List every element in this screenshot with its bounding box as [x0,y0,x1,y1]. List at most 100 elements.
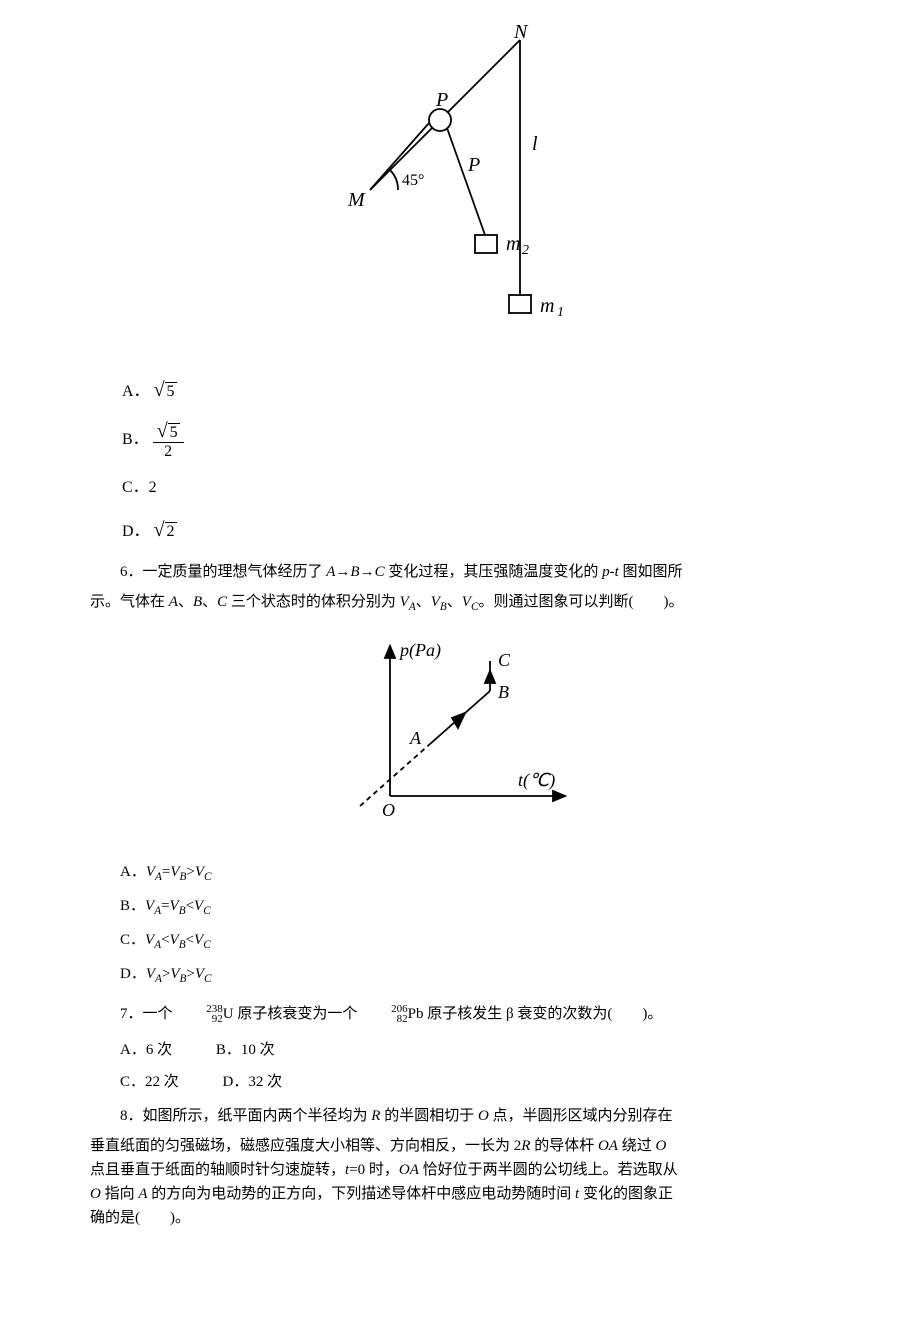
q8-t8: =0 时， [349,1162,399,1178]
label-l: l [532,133,538,155]
q8-t10: 指向 [101,1186,139,1202]
q5-A-label: A． [122,383,150,400]
label-angle: 45° [402,172,424,189]
q6-VB: V [431,594,440,610]
q5-B-num: 5 [168,423,180,441]
figure-1: N l P P M m 2 m 1 45° [90,20,830,348]
q8-l5: 确的是( )。 [90,1206,830,1230]
q7-stem: 7．一个 23892U 原子核衰变为一个 20682Pb 原子核发生 β 衰变的… [90,1002,830,1026]
q7-oD: D．32 次 [223,1070,283,1094]
q6-xlabel: t(℃) [518,770,555,791]
q6-VA: V [400,594,409,610]
q6-gt1: > [186,864,194,880]
q6-A: A [169,594,178,610]
q6-stem: 6．一定质量的理想气体经历了 A→B→C 变化过程，其压强随温度变化的 p-t … [90,560,830,584]
figure-1-svg: N l P P M m 2 m 1 45° [310,20,610,340]
q5-A-val: 5 [165,382,177,400]
q8-t4: 垂直纸面的匀强磁场，磁感应强度大小相等、方向相反，一长为 2 [90,1138,521,1154]
q6-oB: B． [120,898,145,914]
q6-pt: p-t [602,564,619,580]
q6-t3: 图如图所 [619,564,683,580]
q6-oD: D． [120,966,146,982]
q6-option-C: C．VA<VB<VC [90,928,830,954]
q6-lt1: < [186,898,194,914]
label-P: P [467,154,480,176]
q7-UZ: 92 [176,1015,223,1025]
q8-t1: 8．如图所示，纸平面内两个半径均为 [120,1108,371,1124]
q7-PbZ: 82 [361,1015,408,1025]
q7-t3: 原子核发生 β 衰变的次数为( )。 [423,1006,662,1022]
q6-t5: 三个状态时的体积分别为 [227,594,400,610]
q8-t12: 变化的图象正 [579,1186,673,1202]
q5-option-A: A． √5 [122,374,830,406]
q6-chart-svg: p(Pa) t(℃) C B A O [330,636,590,826]
label-m1: m [540,295,554,317]
label-M: M [347,189,366,211]
q6-VC: V [462,594,471,610]
q8-t5: 的导体杆 [530,1138,598,1154]
q6-Blab: B [498,682,509,702]
q7-t1: 7．一个 [120,1006,176,1022]
q8-l4: O 指向 A 的方向为电动势的正方向，下列描述导体杆中感应电动势随时间 t 变化… [90,1182,830,1206]
q6-Clab: C [498,650,511,670]
q5-D-label: D． [122,523,150,540]
q5-B-label: B． [122,431,149,448]
q6-C: C [217,594,227,610]
q6-chart: p(Pa) t(℃) C B A O [90,636,830,834]
q5-option-D: D． √2 [122,514,830,546]
label-m2: m [506,233,520,255]
q5-option-C: C．2 [122,475,830,501]
q7-oC: C．22 次 [120,1070,179,1094]
q8-O: O [478,1108,489,1124]
label-Pul: P [435,89,448,111]
q7-options-2: C．22 次 D．32 次 [90,1070,830,1094]
q8-t11: 的方向为电动势的正方向，下列描述导体杆中感应电动势随时间 [148,1186,576,1202]
q6-ylabel: p(Pa) [398,640,441,661]
q5-D-val: 2 [165,522,177,540]
q8-t9: 恰好位于两半圆的公切线上。若选取从 [419,1162,678,1178]
q8-l3: 点且垂直于纸面的轴顺时针匀速旋转，t=0 时，OA 恰好位于两半圆的公切线上。若… [90,1158,830,1182]
q5-option-B: B． √5 2 [122,420,830,461]
q6-oA: A． [120,864,146,880]
q7-U: U [223,1006,234,1022]
q6-option-A: A．VA=VB>VC [90,860,830,886]
q6-Alab: A [409,728,422,748]
q6-d1: 、 [178,594,193,610]
q6-B: B [193,594,202,610]
q8-l1: 8．如图所示，纸平面内两个半径均为 R 的半圆相切于 O 点，半圆形区域内分别存… [90,1104,830,1128]
q6-oC: C． [120,932,145,948]
q8-OA2: OA [399,1162,419,1178]
q6-lt2: < [161,932,169,948]
q6-t4: 示。气体在 [90,594,169,610]
q8-t3: 点，半圆形区域内分别存在 [489,1108,673,1124]
q6-option-B: B．VA=VB<VC [90,894,830,920]
label-m1sub: 1 [557,305,564,320]
q6-VBi: B [440,601,447,613]
label-m2sub: 2 [522,243,529,258]
q7-options-1: A．6 次 B．10 次 [90,1038,830,1062]
q7-oB: B．10 次 [216,1038,275,1062]
q8-l2: 垂直纸面的匀强磁场，磁感应强度大小相等、方向相反，一长为 2R 的导体杆 OA … [90,1134,830,1158]
q6-d2: 、 [202,594,217,610]
q8-O2a: O [655,1138,666,1154]
q7-oA: A．6 次 [120,1038,172,1062]
q5-B-den: 2 [153,443,184,461]
q7-t2: 原子核衰变为一个 [234,1006,362,1022]
q5-C-label: C．2 [122,479,157,496]
q7-Pb: Pb [408,1006,424,1022]
q6-option-D: D．VA>VB>VC [90,962,830,988]
q8-t6: 绕过 [618,1138,656,1154]
q6-gt3: > [186,966,194,982]
q6-eq2: = [161,898,169,914]
q6-t6: 。则通过图象可以判断( )。 [478,594,683,610]
q6-seq: A→B→C [326,564,384,580]
q6-VAi: A [409,601,416,613]
q8-A: A [138,1186,147,1202]
q8-t13: 确的是( )。 [90,1210,190,1226]
q8-t7: 点且垂直于纸面的轴顺时针匀速旋转， [90,1162,345,1178]
label-N: N [513,21,529,43]
q8-t2: 的半圆相切于 [380,1108,478,1124]
q6-stem2: 示。气体在 A、B、C 三个状态时的体积分别为 VA、VB、VC。则通过图象可以… [90,590,830,616]
q6-t1: 6．一定质量的理想气体经历了 [120,564,326,580]
q8-OA: OA [598,1138,618,1154]
